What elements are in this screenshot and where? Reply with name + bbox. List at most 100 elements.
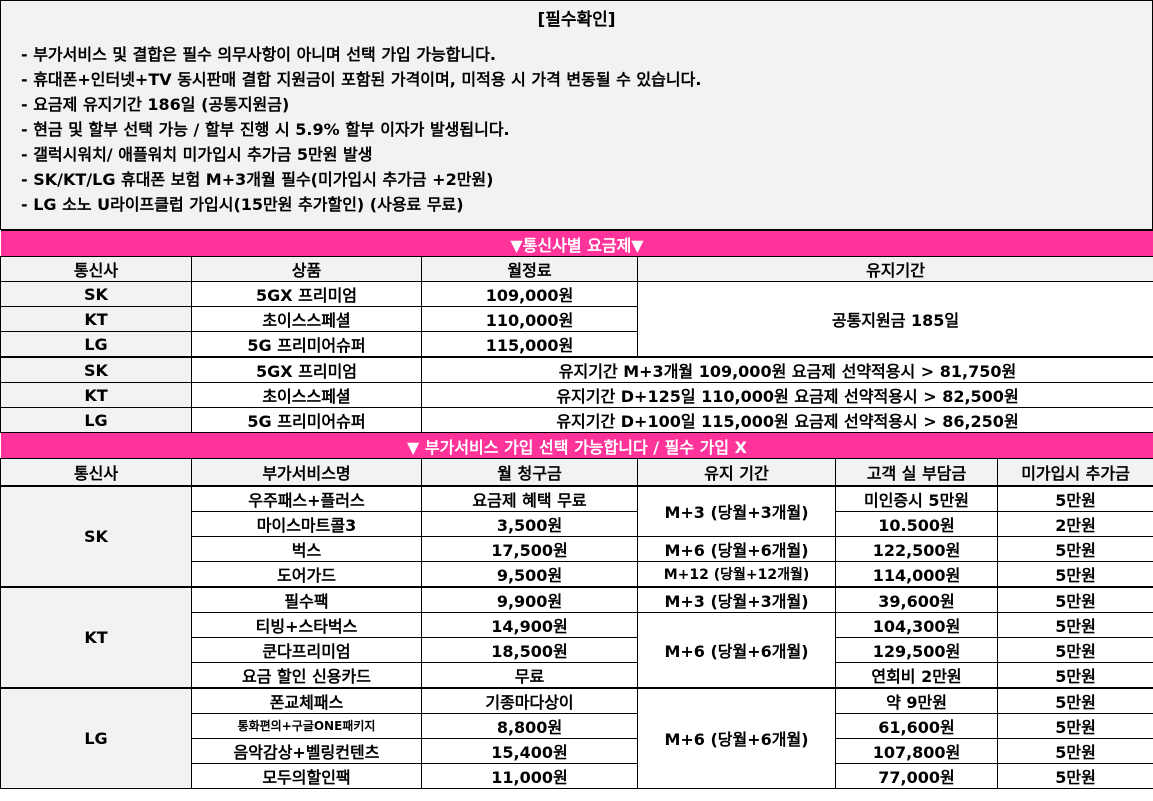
header-period: 유지기간 [636,256,1153,282]
contract-row: KT 초이스스페셜 유지기간 D+125일 110,000원 요금제 선약적용시… [0,382,1153,408]
addon-cost: 104,300원 [835,611,998,638]
addon-fee: 3,500원 [421,510,638,537]
addon-name: 벅스 [191,535,422,562]
notice-item: - 현금 및 할부 선택 가능 / 할부 진행 시 5.9% 할부 이자가 발생… [21,120,510,139]
addon-extra: 5만원 [996,585,1153,613]
addon-period: M+3 (당월+3개월) [637,484,836,537]
notice-item: - 부가서비스 및 결합은 필수 의무사항이 아니며 선택 가입 가능합니다. [21,45,497,64]
header-product: 상품 [191,256,422,282]
contract-detail-cell: 유지기간 M+3개월 109,000원 요금제 선약적용시 > 81,750원 [420,356,1153,383]
addon-fee: 9,900원 [421,585,638,613]
plans-banner: ▼통신사별 요금제▼ [0,230,1153,257]
addon-name: 필수팩 [191,585,422,613]
addon-fee: 9,500원 [421,560,638,587]
addon-extra: 5만원 [996,611,1153,638]
header-period: 유지 기간 [637,458,836,486]
plan-row: KT 초이스스페셜 110,000원 [0,306,1153,332]
fee-cell: 110,000원 [421,306,638,332]
addon-name: 모두의할인팩 [191,762,422,789]
addon-period: M+12 (당월+12개월) [637,560,836,587]
notice-list: - 부가서비스 및 결합은 필수 의무사항이 아니며 선택 가입 가능합니다. … [21,42,701,217]
product-cell: 5GX 프리미엄 [191,281,422,307]
fee-cell: 109,000원 [421,281,638,307]
addon-extra: 5만원 [996,686,1153,714]
addon-period: M+3 (당월+3개월) [637,585,836,613]
addon-fee: 17,500원 [421,535,638,562]
notice-item: - 휴대폰+인터넷+TV 동시판매 결합 지원금이 포함된 가격이며, 미적용 … [21,70,702,89]
addon-name: 요금 할인 신용카드 [191,661,422,688]
product-cell: 5GX 프리미엄 [191,356,422,383]
pricing-table: ▼통신사별 요금제▼ 통신사 상품 월정료 유지기간 SK 5GX 프리미엄 1… [0,230,1153,789]
carrier-cell: LG [0,407,192,433]
carrier-cell: LG [0,686,192,789]
addon-cost: 129,500원 [835,636,998,663]
addon-cost: 10.500원 [835,510,998,537]
addon-row: 요금 할인 신용카드 무료 연회비 2만원 5만원 [1,661,1153,688]
addon-cost: 연회비 2만원 [835,661,998,688]
addon-fee: 11,000원 [421,762,638,789]
notice-item: - 요금제 유지기간 186일 (공통지원금) [21,95,290,114]
addon-row: SK 우주패스+플러스 요금제 혜택 무료 M+3 (당월+3개월) 미인증시 … [0,484,1153,587]
addon-period: M+6 (당월+6개월) [637,535,836,562]
addon-name: 마이스마트콜3 [191,510,422,537]
addon-extra: 5만원 [996,762,1153,789]
carrier-cell: LG [0,331,192,358]
carrier-cell: SK [0,281,192,307]
addon-cost: 122,500원 [835,535,998,562]
addon-row: 쿤다프리미엄 18,500원 129,500원 5만원 [1,636,1153,663]
addon-extra: 5만원 [996,636,1153,663]
addon-extra: 5만원 [996,661,1153,688]
addon-fee: 18,500원 [421,636,638,663]
carrier-cell: KT [0,585,192,688]
header-monthly-charge: 월 청구금 [421,458,638,486]
notice-item: - LG 소노 U라이프클럽 가입시(15만원 추가할인) (사용료 무료) [21,195,464,214]
addon-cost: 77,000원 [835,762,998,789]
addon-row: 도어가드 9,500원 M+12 (당월+12개월) 114,000원 5만원 [1,560,1153,587]
addon-row: LG 폰교체패스 기종마다상이 M+6 (당월+6개월) 약 9만원 5만원 [0,686,1153,789]
addon-fee: 8,800원 [421,712,638,739]
contract-row: SK 5GX 프리미엄 유지기간 M+3개월 109,000원 요금제 선약적용… [0,356,1153,383]
addon-cost: 114,000원 [835,560,998,587]
addon-cost: 미인증시 5만원 [835,484,998,512]
addon-fee: 14,900원 [421,611,638,638]
addon-name: 음악감상+벨링컨텐츠 [191,737,422,764]
addon-row: 벅스 17,500원 M+6 (당월+6개월) 122,500원 5만원 [1,535,1153,562]
addon-extra: 2만원 [996,510,1153,537]
contract-detail-cell: 유지기간 D+125일 110,000원 요금제 선약적용시 > 82,500원 [420,382,1153,408]
carrier-cell: KT [0,382,192,408]
addon-name: 도어가드 [191,560,422,587]
contract-row: LG 5G 프리미어슈퍼 유지기간 D+100일 115,000원 요금제 선약… [0,407,1153,433]
header-customer-cost: 고객 실 부담금 [835,458,998,486]
product-cell: 5G 프리미어슈퍼 [191,407,422,433]
addon-name: 티빙+스타벅스 [191,611,422,638]
addon-extra: 5만원 [996,484,1153,512]
addon-name: 우주패스+플러스 [191,484,422,512]
carrier-cell: SK [0,356,192,383]
product-cell: 5G 프리미어슈퍼 [191,331,422,358]
addons-banner: ▼ 부가서비스 가입 선택 가능합니다 / 필수 가입 X [0,432,1153,459]
header-addon-name: 부가서비스명 [191,458,422,486]
addon-row: 모두의할인팩 11,000원 77,000원 5만원 [1,762,1153,789]
contract-detail-cell: 유지기간 D+100일 115,000원 요금제 선약적용시 > 86,250원 [420,407,1153,433]
notice-item: - 갤럭시워치/ 애플워치 미가입시 추가금 5만원 발생 [21,145,373,164]
addon-extra: 5만원 [996,712,1153,739]
addon-cost: 39,600원 [835,585,998,613]
plan-row: SK 5GX 프리미엄 109,000원 공통지원금 185일 [0,281,1153,358]
addon-row: KT 필수팩 9,900원 M+3 (당월+3개월) 39,600원 5만원 [0,585,1153,688]
notice-title: [필수확인] [537,10,616,30]
addon-row: 마이스마트콜3 3,500원 10.500원 2만원 [1,510,1153,537]
addon-period: M+6 (당월+6개월) [637,611,836,688]
addon-name: 통화편의+구글ONE패키지 [191,712,422,739]
addon-cost: 107,800원 [835,737,998,764]
addon-fee: 무료 [421,661,638,688]
carrier-cell: KT [0,306,192,332]
common-period-cell: 공통지원금 185일 [636,281,1153,358]
header-fee: 월정료 [421,256,638,282]
addon-fee: 15,400원 [421,737,638,764]
addon-cost: 61,600원 [835,712,998,739]
plan-row: LG 5G 프리미어슈퍼 115,000원 [0,331,1153,358]
product-cell: 초이스스페셜 [191,306,422,332]
addon-name: 폰교체패스 [191,686,422,714]
fee-cell: 115,000원 [421,331,638,358]
header-extra-charge: 미가입시 추가금 [996,458,1153,486]
